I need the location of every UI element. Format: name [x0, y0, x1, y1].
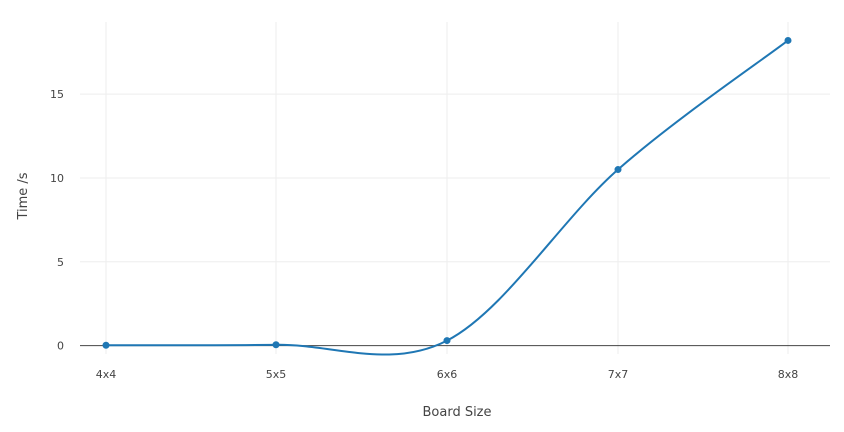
x-gridlines — [105, 22, 789, 354]
x-tick-label: 7x7 — [608, 368, 629, 381]
data-point[interactable] — [784, 36, 792, 44]
x-tick-labels: 4x4 5x5 6x6 7x7 8x8 — [96, 368, 799, 381]
x-tick-label: 6x6 — [437, 368, 458, 381]
y-tick-label: 5 — [57, 256, 64, 269]
series-line — [105, 39, 789, 356]
y-tick-label: 0 — [57, 340, 64, 353]
x-tick-label: 4x4 — [96, 368, 117, 381]
data-point[interactable] — [443, 337, 451, 345]
data-points — [102, 36, 792, 349]
y-tick-labels: 0 5 10 15 — [50, 88, 64, 353]
y-tick-label: 15 — [50, 88, 64, 101]
x-axis-title: Board Size — [422, 405, 491, 420]
y-tick-label: 10 — [50, 172, 64, 185]
y-gridlines — [80, 93, 830, 263]
y-axis-title: Time /s — [16, 172, 31, 220]
data-point[interactable] — [102, 341, 110, 349]
x-tick-label: 5x5 — [266, 368, 287, 381]
data-point[interactable] — [272, 341, 280, 349]
data-point[interactable] — [614, 166, 622, 174]
x-tick-label: 8x8 — [778, 368, 799, 381]
